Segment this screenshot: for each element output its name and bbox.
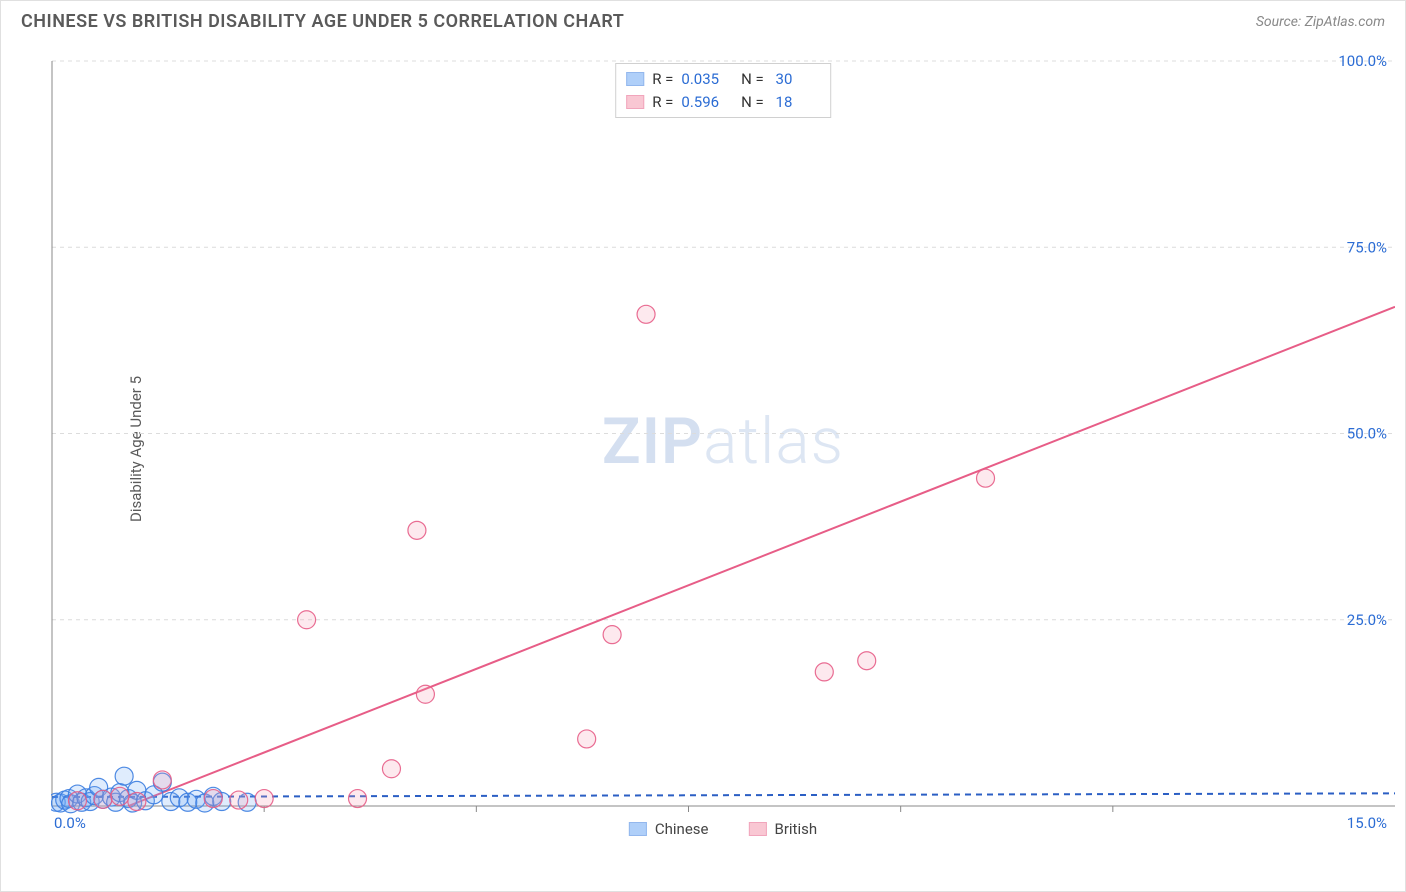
stats-r-label: R =	[652, 91, 673, 114]
y-tick-label: 50.0%	[1347, 425, 1387, 443]
series-legend: Chinese British	[629, 820, 817, 838]
chart-title: CHINESE VS BRITISH DISABILITY AGE UNDER …	[21, 11, 624, 32]
scatter-point-british	[603, 626, 621, 644]
legend-item-chinese: Chinese	[629, 820, 709, 838]
stats-n-label: N =	[737, 91, 763, 114]
stats-r-value-chinese: 0.035	[681, 68, 729, 91]
legend-swatch-british	[626, 95, 644, 109]
scatter-point-british	[68, 792, 86, 810]
scatter-point-british	[111, 787, 129, 805]
legend-label-chinese: Chinese	[655, 820, 709, 838]
stats-r-value-british: 0.596	[681, 91, 729, 114]
legend-swatch-british	[748, 822, 766, 836]
scatter-point-british	[977, 469, 995, 487]
scatter-point-british	[153, 771, 171, 789]
scatter-point-british	[204, 790, 222, 808]
chart-header: CHINESE VS BRITISH DISABILITY AGE UNDER …	[1, 1, 1405, 38]
stats-legend-row-british: R = 0.596 N = 18	[626, 91, 820, 114]
stats-r-label: R =	[652, 68, 673, 91]
chart-container: CHINESE VS BRITISH DISABILITY AGE UNDER …	[0, 0, 1406, 892]
y-tick-label: 100.0%	[1338, 52, 1387, 70]
scatter-point-chinese	[115, 767, 133, 785]
legend-item-british: British	[748, 820, 817, 838]
scatter-point-british	[382, 760, 400, 778]
trendline-british	[128, 307, 1395, 806]
scatter-point-british	[408, 521, 426, 539]
legend-label-british: British	[774, 820, 817, 838]
scatter-point-british	[349, 790, 367, 808]
y-tick-label: 75.0%	[1347, 238, 1387, 256]
x-tick-label: 0.0%	[54, 814, 86, 832]
stats-n-value-british: 18	[772, 91, 820, 114]
scatter-point-british	[128, 793, 146, 811]
scatter-point-british	[416, 685, 434, 703]
scatter-point-british	[298, 611, 316, 629]
scatter-point-british	[637, 305, 655, 323]
scatter-point-british	[578, 730, 596, 748]
scatter-plot-svg: 25.0% 50.0% 75.0% 100.0% 0.0% 15.0%	[51, 51, 1395, 846]
scatter-point-british	[858, 652, 876, 670]
y-tick-label: 25.0%	[1347, 611, 1387, 629]
plot-area: Disability Age Under 5 ZIPatlas 25.0%50.…	[51, 51, 1395, 846]
legend-swatch-chinese	[626, 72, 644, 86]
legend-swatch-chinese	[629, 822, 647, 836]
scatter-point-british	[815, 663, 833, 681]
scatter-point-british	[230, 791, 248, 809]
stats-legend-row-chinese: R = 0.035 N = 30	[626, 68, 820, 91]
scatter-point-british	[255, 790, 273, 808]
stats-legend-box: R = 0.035 N = 30 R = 0.596 N = 18	[615, 63, 831, 118]
chart-source: Source: ZipAtlas.com	[1256, 14, 1385, 30]
stats-n-label: N =	[737, 68, 763, 91]
x-tick-label: 15.0%	[1347, 814, 1387, 832]
scatter-point-british	[94, 790, 112, 808]
stats-n-value-chinese: 30	[772, 68, 820, 91]
